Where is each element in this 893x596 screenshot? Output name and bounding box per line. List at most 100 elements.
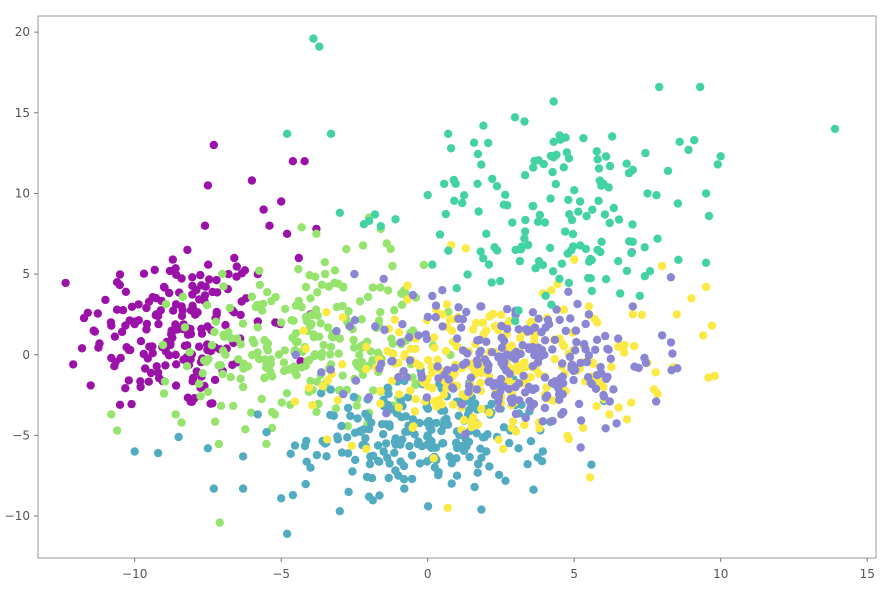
scatter-point bbox=[127, 302, 137, 311]
scatter-point bbox=[452, 334, 462, 343]
scatter-point bbox=[469, 413, 478, 422]
scatter-point bbox=[450, 196, 459, 205]
scatter-point bbox=[485, 462, 494, 471]
scatter-point bbox=[394, 328, 404, 337]
scatter-point bbox=[337, 448, 347, 457]
scatter-point bbox=[550, 354, 559, 364]
scatter-point bbox=[601, 424, 610, 433]
scatter-point bbox=[479, 254, 488, 263]
scatter-point bbox=[475, 348, 484, 358]
scatter-point bbox=[447, 459, 456, 468]
scatter-point bbox=[514, 325, 523, 334]
scatter-point bbox=[597, 181, 606, 190]
scatter-point bbox=[569, 375, 578, 385]
scatter-point bbox=[501, 190, 510, 199]
scatter-point bbox=[121, 287, 131, 296]
scatter-point bbox=[376, 308, 385, 317]
scatter-point bbox=[525, 384, 534, 393]
scatter-point bbox=[594, 196, 603, 205]
scatter-point bbox=[515, 256, 525, 266]
scatter-point bbox=[301, 344, 310, 353]
scatter-point bbox=[345, 322, 355, 331]
scatter-point bbox=[559, 305, 568, 314]
scatter-point bbox=[312, 407, 321, 417]
scatter-point bbox=[203, 387, 213, 397]
scatter-point bbox=[558, 339, 567, 349]
scatter-point bbox=[444, 246, 453, 255]
scatter-point bbox=[434, 374, 443, 383]
scatter-point bbox=[508, 218, 517, 227]
scatter-point bbox=[591, 384, 601, 393]
scatter-point bbox=[640, 243, 649, 252]
scatter-point bbox=[713, 160, 722, 169]
scatter-point bbox=[581, 244, 591, 254]
scatter-point bbox=[564, 278, 574, 288]
scatter-point bbox=[106, 318, 116, 327]
scatter-point bbox=[90, 327, 100, 336]
scatter-point bbox=[464, 381, 474, 391]
scatter-point bbox=[592, 335, 602, 344]
scatter-point bbox=[330, 278, 339, 288]
scatter-point bbox=[197, 281, 206, 290]
scatter-point bbox=[411, 394, 420, 404]
scatter-point bbox=[555, 395, 564, 404]
scatter-point bbox=[403, 281, 412, 290]
scatter-point bbox=[253, 300, 262, 310]
scatter-point bbox=[716, 152, 725, 161]
scatter-point bbox=[376, 222, 385, 231]
scatter-point bbox=[392, 435, 401, 444]
scatter-point bbox=[484, 377, 493, 387]
scatter-point bbox=[148, 349, 157, 358]
scatter-point bbox=[202, 301, 212, 310]
scatter-point bbox=[294, 253, 303, 263]
scatter-point bbox=[395, 390, 404, 399]
scatter-point bbox=[282, 389, 292, 398]
scatter-point bbox=[115, 280, 125, 290]
scatter-point bbox=[609, 385, 618, 394]
scatter-point bbox=[514, 306, 523, 315]
scatter-point bbox=[188, 290, 197, 299]
scatter-point bbox=[408, 290, 418, 300]
scatter-point bbox=[423, 190, 432, 200]
scatter-point bbox=[116, 353, 125, 363]
scatter-point bbox=[198, 369, 207, 378]
scatter-point bbox=[203, 181, 213, 190]
scatter-point bbox=[313, 288, 322, 297]
scatter-point bbox=[288, 157, 298, 166]
scatter-point bbox=[383, 347, 392, 356]
scatter-point bbox=[291, 350, 300, 360]
y-tick-label: 20 bbox=[15, 25, 30, 39]
scatter-point bbox=[582, 211, 591, 221]
scatter-point bbox=[655, 82, 664, 92]
scatter-point bbox=[515, 396, 524, 405]
scatter-point bbox=[390, 315, 399, 324]
scatter-point bbox=[274, 350, 283, 359]
scatter-point bbox=[197, 329, 207, 338]
scatter-point bbox=[370, 210, 380, 219]
scatter-point bbox=[501, 476, 510, 485]
scatter-point bbox=[570, 186, 579, 195]
scatter-point bbox=[343, 421, 352, 431]
scatter-point bbox=[424, 355, 433, 365]
scatter-point bbox=[547, 378, 557, 388]
scatter-point bbox=[526, 437, 536, 446]
scatter-point bbox=[326, 365, 335, 374]
scatter-point bbox=[484, 138, 493, 148]
scatter-point bbox=[564, 287, 573, 296]
scatter-point bbox=[540, 218, 550, 227]
scatter-point bbox=[86, 381, 95, 390]
scatter-point bbox=[209, 484, 218, 493]
scatter-point bbox=[248, 335, 257, 345]
scatter-point bbox=[255, 280, 264, 290]
scatter-point bbox=[262, 428, 271, 437]
scatter-point bbox=[526, 403, 535, 412]
scatter-point bbox=[505, 369, 514, 378]
scatter-point bbox=[605, 218, 614, 228]
scatter-point bbox=[597, 237, 606, 246]
scatter-point bbox=[546, 151, 556, 161]
scatter-point bbox=[443, 503, 452, 512]
scatter-point bbox=[614, 403, 623, 412]
scatter-point bbox=[616, 289, 625, 298]
scatter-point bbox=[127, 399, 136, 409]
scatter-point bbox=[412, 359, 421, 368]
